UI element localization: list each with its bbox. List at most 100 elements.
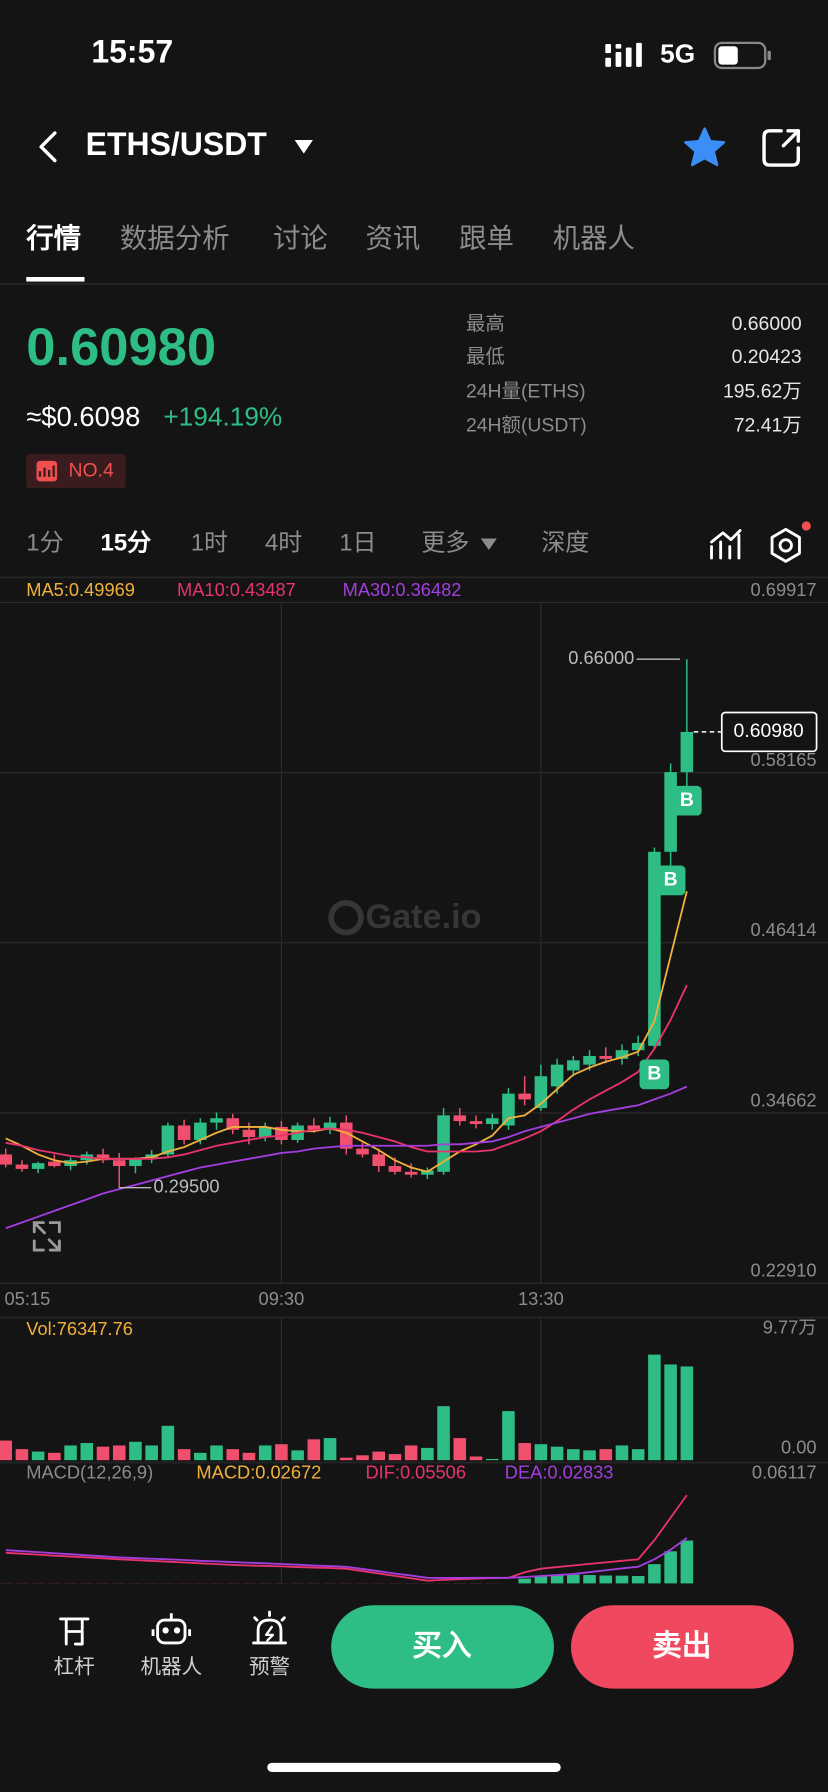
legend-entry: MA30:0.36482 (343, 579, 462, 600)
volume-bar (64, 1445, 77, 1461)
toolbar-label[interactable]: 机器人 (140, 1655, 202, 1678)
macd-line (5, 1494, 688, 1582)
price-change: +194.19% (163, 402, 282, 432)
toolbar-label[interactable]: 预警 (249, 1655, 290, 1678)
status-time: 15:57 (91, 34, 173, 70)
candle-body (15, 1164, 29, 1169)
watermark-text: Gate.io (365, 898, 481, 936)
candle-body (242, 1129, 256, 1138)
macd-bar (631, 1576, 645, 1584)
macd-bar (518, 1578, 531, 1584)
volume-bar (31, 1451, 45, 1461)
volume-bar (356, 1455, 369, 1461)
volume-bar (210, 1445, 223, 1461)
fullscreen-button[interactable] (32, 1221, 61, 1252)
candle-body (485, 1118, 499, 1125)
share-button[interactable] (762, 129, 801, 167)
macd-bar (664, 1551, 677, 1584)
interval[interactable]: 4时 (265, 530, 302, 557)
y-tick-label: 9.77万 (763, 1317, 817, 1338)
stat-value: 0.20423 (732, 346, 802, 368)
tab[interactable]: 讨论 (273, 223, 328, 254)
ma-line (5, 1085, 688, 1230)
robot-icon[interactable] (151, 1613, 192, 1645)
interval[interactable]: 1分 (26, 530, 63, 557)
volume-bar (291, 1450, 304, 1461)
candle-body (356, 1148, 369, 1155)
stat-label: 最高 (466, 313, 505, 335)
tab[interactable]: 跟单 (459, 223, 514, 254)
legend-entry: DEA:0.02833 (505, 1462, 614, 1483)
last-price-box (720, 711, 818, 753)
usd-price: ≈$0.6098 (26, 401, 140, 432)
candle-body (680, 731, 694, 773)
candle-body (177, 1125, 191, 1140)
rank-label: NO.4 (69, 459, 115, 481)
volume-bar (242, 1452, 256, 1461)
candle-body (469, 1121, 483, 1125)
volume-bar (339, 1457, 353, 1461)
x-tick-label: 13:30 (518, 1288, 564, 1309)
favorite-star[interactable] (684, 127, 726, 167)
volume-bar (145, 1445, 158, 1461)
volume-bar (388, 1454, 402, 1461)
y-tick-label: 0.58165 (751, 749, 817, 770)
tab[interactable]: 机器人 (553, 223, 635, 254)
candle-body (210, 1118, 223, 1123)
settings-button[interactable] (770, 521, 811, 563)
interval[interactable]: 15分 (101, 530, 152, 557)
tab[interactable]: 资讯 (365, 223, 420, 254)
toolbar-label[interactable]: 杠杆 (54, 1655, 95, 1678)
candle-body (502, 1093, 515, 1126)
sell-button[interactable] (571, 1605, 794, 1689)
tab[interactable]: 数据分析 (120, 223, 230, 254)
volume-bar (615, 1445, 629, 1461)
candle-body (631, 1042, 645, 1051)
interval[interactable]: 更多 (421, 530, 469, 557)
legend-entry: MA10:0.43487 (177, 579, 296, 600)
candle-body (453, 1115, 467, 1122)
candle-body (388, 1166, 402, 1172)
macd-bar (599, 1575, 613, 1584)
trade-marker (671, 785, 702, 816)
candle-body (372, 1154, 385, 1167)
network-label: 5G (660, 38, 695, 68)
trade-marker-label: B (647, 1063, 661, 1085)
indicator-button[interactable] (710, 529, 742, 560)
interval[interactable]: 深度 (541, 530, 589, 557)
more-dropdown[interactable] (480, 538, 497, 550)
volume-bar (129, 1441, 142, 1461)
tab[interactable]: 行情 (25, 223, 81, 254)
trade-marker (655, 865, 686, 896)
sell-label[interactable]: 卖出 (652, 1629, 711, 1662)
volume-bar (534, 1444, 548, 1461)
macd-bar (615, 1575, 629, 1584)
volume-bar (96, 1446, 110, 1461)
macd-bar (567, 1574, 580, 1584)
volume-bar (567, 1449, 580, 1461)
macd-bar (583, 1575, 596, 1584)
candle-body (112, 1160, 126, 1167)
volume-bar (502, 1411, 515, 1461)
volume-bar (469, 1456, 483, 1461)
y-tick-label: 0.46414 (751, 919, 817, 940)
leverage-icon[interactable] (59, 1617, 90, 1646)
volume-bar (112, 1445, 126, 1461)
pair-name[interactable]: ETHS/USDT (86, 126, 268, 162)
buy-label[interactable]: 买入 (412, 1629, 472, 1662)
macd-line (5, 1537, 688, 1579)
legend-entry: DIF:0.05506 (365, 1462, 466, 1483)
interval[interactable]: 1时 (191, 530, 228, 557)
x-tick-label: 09:30 (259, 1288, 305, 1309)
back-button[interactable] (39, 131, 57, 163)
interval[interactable]: 1日 (339, 530, 376, 557)
legend-entry: MA5:0.49969 (26, 579, 135, 600)
volume-bar (485, 1458, 499, 1461)
pair-dropdown[interactable] (294, 139, 313, 154)
alert-icon[interactable] (252, 1610, 287, 1645)
volume-bar (0, 1440, 12, 1461)
volume-bar (583, 1450, 596, 1461)
buy-button[interactable] (331, 1605, 554, 1689)
